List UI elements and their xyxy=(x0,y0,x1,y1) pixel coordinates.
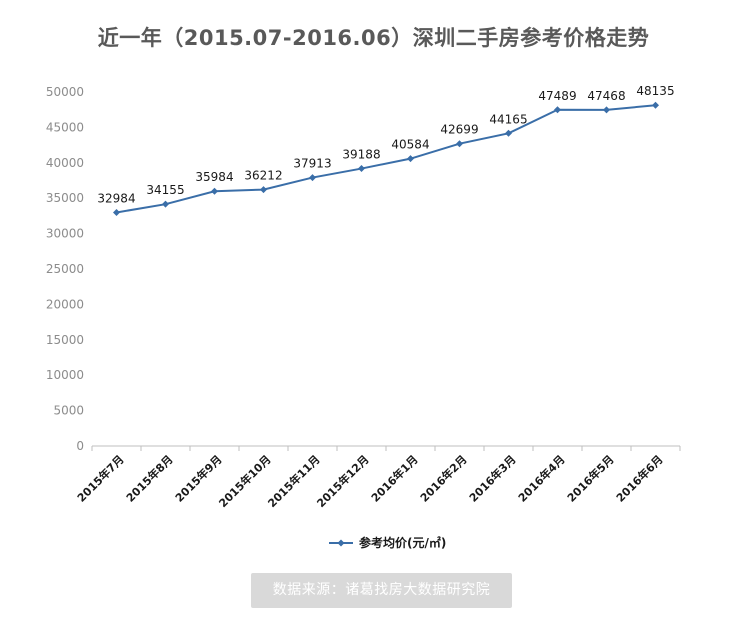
data-point xyxy=(309,174,316,182)
data-label: 32984 xyxy=(97,191,135,205)
data-point xyxy=(456,140,463,148)
y-tick-label: 0 xyxy=(76,439,84,453)
data-label: 34155 xyxy=(146,183,184,197)
data-point xyxy=(260,186,267,194)
data-point xyxy=(603,106,610,114)
x-tick-label: 2016年1月 xyxy=(368,452,421,505)
x-tick-label: 2015年7月 xyxy=(74,452,127,505)
data-label: 37913 xyxy=(293,157,331,171)
data-point xyxy=(113,208,120,216)
data-point xyxy=(505,129,512,137)
series-line xyxy=(116,104,656,214)
y-tick-label: 5000 xyxy=(53,404,84,418)
x-tick-label: 2016年5月 xyxy=(564,452,617,505)
legend-label: 参考均价(元/㎡) xyxy=(359,535,446,550)
data-label: 47489 xyxy=(538,89,576,103)
data-point xyxy=(652,101,659,109)
data-point xyxy=(554,106,561,114)
data-label: 44165 xyxy=(489,112,527,126)
y-tick-label: 20000 xyxy=(46,297,84,311)
y-tick-label: 10000 xyxy=(46,368,84,382)
data-point xyxy=(407,155,414,163)
y-tick-label: 35000 xyxy=(46,191,84,205)
y-tick-label: 40000 xyxy=(46,156,84,170)
data-label: 39188 xyxy=(342,148,380,162)
y-tick-label: 30000 xyxy=(46,227,84,241)
data-label: 42699 xyxy=(440,123,478,137)
x-tick-label: 2016年4月 xyxy=(515,452,568,505)
data-label: 40584 xyxy=(391,138,429,152)
legend-marker xyxy=(337,539,345,547)
data-label: 47468 xyxy=(587,89,625,103)
data-point xyxy=(162,200,169,208)
data-point xyxy=(358,165,365,173)
y-tick-label: 15000 xyxy=(46,333,84,347)
x-tick-label: 2016年6月 xyxy=(613,452,666,505)
y-tick-label: 50000 xyxy=(46,85,84,99)
x-tick-label: 2016年3月 xyxy=(466,452,519,505)
data-point xyxy=(211,187,218,195)
y-tick-label: 25000 xyxy=(46,262,84,276)
source-badge: 数据来源：诸葛找房大数据研究院 xyxy=(251,573,512,608)
data-label: 35984 xyxy=(195,170,233,184)
data-label: 48135 xyxy=(636,84,674,98)
x-tick-label: 2015年12月 xyxy=(314,452,372,510)
x-tick-label: 2015年8月 xyxy=(123,452,176,505)
x-tick-label: 2016年2月 xyxy=(417,452,470,505)
data-label: 36212 xyxy=(244,169,282,183)
y-tick-label: 45000 xyxy=(46,120,84,134)
chart-title: 近一年（2015.07-2016.06）深圳二手房参考价格走势 xyxy=(97,26,650,50)
x-tick-label: 2015年9月 xyxy=(172,452,225,505)
